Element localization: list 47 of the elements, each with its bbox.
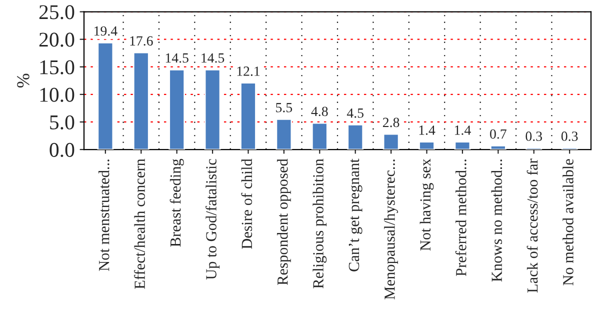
y-tick-label: 0.0 <box>50 142 74 158</box>
x-tick-label: Knows no method... <box>491 160 502 282</box>
bar <box>418 141 435 150</box>
data-label: 4.5 <box>346 108 364 118</box>
data-label: 0.7 <box>490 129 506 139</box>
x-tick-label: Not having sex <box>420 158 434 251</box>
x-tick-label: Menopausal/hysterec... <box>384 160 398 300</box>
x-tick-label: Can’t get pregnant <box>348 158 362 272</box>
bar <box>168 68 186 150</box>
data-label: 1.4 <box>419 126 436 135</box>
bar <box>382 133 400 150</box>
x-tick-label: Lack of access/too far <box>526 158 538 293</box>
bar <box>204 68 221 150</box>
y-tick-label: 10.0 <box>40 88 74 102</box>
y-tick-label: 25.0 <box>39 5 74 20</box>
x-tick-label: Effect/health concern <box>134 158 145 289</box>
bar <box>276 118 292 150</box>
data-label: 4.8 <box>311 106 328 116</box>
data-label: 14.5 <box>202 53 224 63</box>
x-tick-label: Up to God/fatalistic <box>206 159 220 280</box>
x-tick-label: Respondent opposed <box>277 158 291 285</box>
bar <box>454 141 471 150</box>
x-tick-label: Religious prohibition <box>312 158 327 288</box>
data-label: 19.4 <box>94 26 118 36</box>
bar <box>97 42 114 150</box>
y-tick-label: 15.0 <box>40 60 74 74</box>
bar <box>132 52 150 150</box>
data-label: 12.1 <box>237 66 260 76</box>
x-tick-label: No method available <box>562 159 574 286</box>
x-tick-label: Preferred method... <box>455 160 466 276</box>
bar <box>311 122 328 150</box>
data-label: 14.5 <box>166 53 188 63</box>
y-axis-title: % <box>17 74 30 88</box>
data-label: 0.3 <box>526 132 542 141</box>
x-tick-label: Breast feeding <box>170 158 184 247</box>
data-label: 17.6 <box>130 36 153 46</box>
y-tick-label: 20.0 <box>39 32 74 47</box>
y-tick-label: 5.0 <box>50 115 74 130</box>
bar <box>240 82 256 150</box>
data-label: 2.8 <box>382 118 400 128</box>
bar <box>490 144 506 150</box>
x-tick-label: Desire of child <box>241 158 252 249</box>
data-label: 0.3 <box>561 132 578 141</box>
bar <box>347 124 364 150</box>
x-tick-label: Not menstruated... <box>98 160 110 271</box>
data-label: 5.5 <box>276 103 292 112</box>
data-label: 1.4 <box>455 126 471 135</box>
